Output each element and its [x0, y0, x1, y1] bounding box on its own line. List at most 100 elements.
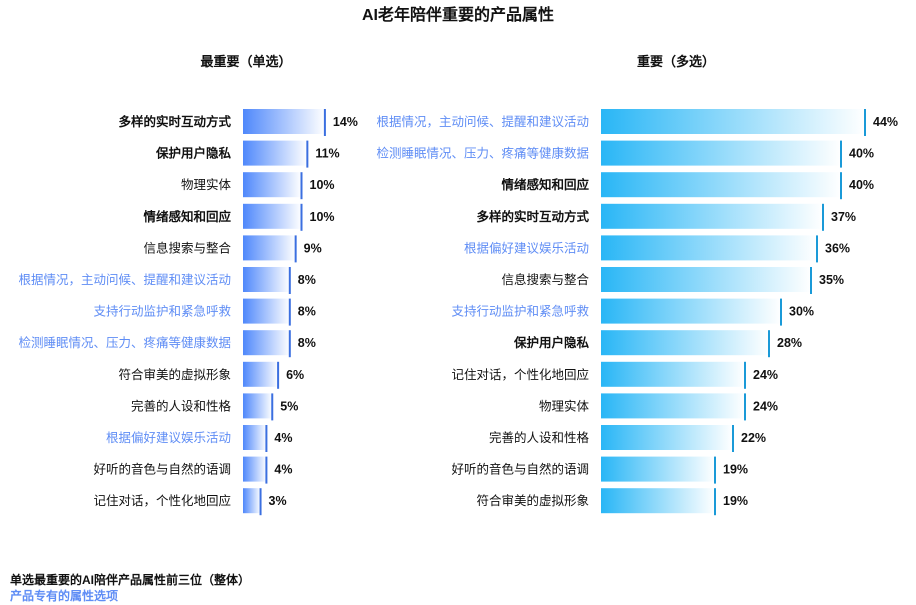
left-bar-end: [288, 298, 291, 326]
left-category-label: 多样的实时互动方式: [118, 114, 231, 129]
right-bar: [601, 425, 733, 450]
left-category-label: 完善的人设和性格: [131, 398, 232, 413]
left-bar: [243, 361, 279, 387]
left-value-label: 5%: [280, 399, 298, 413]
left-category-label: 符合审美的虚拟形象: [118, 367, 231, 382]
left-bar: [243, 393, 273, 419]
right-category-label: 好听的音色与自然的语调: [451, 462, 589, 477]
left-bar-end: [265, 425, 268, 452]
left-bar: [243, 298, 290, 324]
right-category-label: 多样的实时互动方式: [476, 209, 589, 224]
left-category-label: 根据偏好建议娱乐活动: [106, 430, 231, 445]
right-value-label: 44%: [873, 115, 898, 129]
right-value-label: 35%: [819, 273, 844, 287]
right-bar: [601, 109, 865, 134]
right-bar-end: [822, 203, 824, 231]
right-bar: [601, 456, 715, 482]
left-value-label: 8%: [298, 305, 316, 319]
left-value-label: 3%: [269, 494, 287, 508]
right-bar-end: [816, 235, 818, 263]
right-value-label: 22%: [741, 431, 766, 445]
right-bar: [601, 172, 841, 198]
left-value-label: 8%: [298, 336, 316, 350]
right-bar: [601, 267, 811, 292]
left-bar-end: [306, 140, 309, 168]
left-bar: [243, 172, 302, 198]
legend-line-2: 产品专有的属性选项: [10, 589, 119, 603]
left-chart-title: 最重要（单选）: [200, 54, 291, 69]
right-bar: [601, 361, 745, 387]
right-bar: [601, 140, 841, 166]
right-chart: 根据情况，主动问候、提醒和建议活动 44% 检测睡眠情况、压力、疼痛等健康数据 40%…: [376, 109, 898, 516]
left-bar: [243, 109, 325, 134]
right-bar: [601, 488, 715, 514]
right-category-label: 完善的人设和性格: [489, 430, 590, 445]
left-bar: [243, 425, 267, 450]
right-bar-end: [810, 267, 812, 294]
right-bar: [601, 330, 769, 356]
right-bar: [601, 235, 817, 261]
right-value-label: 24%: [753, 368, 778, 382]
right-category-label: 检测睡眠情况、压力、疼痛等健康数据: [376, 146, 589, 161]
right-value-label: 19%: [723, 463, 748, 477]
right-value-label: 37%: [831, 210, 856, 224]
left-bar: [243, 140, 308, 166]
left-category-label: 记住对话，个性化地回应: [93, 493, 231, 508]
left-value-label: 10%: [310, 210, 335, 224]
left-value-label: 11%: [315, 147, 339, 161]
right-category-label: 记住对话，个性化地回应: [451, 367, 589, 382]
left-bar-end: [300, 203, 303, 231]
left-bar-end: [288, 267, 291, 294]
left-value-label: 10%: [310, 178, 335, 192]
left-bar-end: [294, 235, 297, 263]
left-category-label: 根据情况，主动问候、提醒和建议活动: [18, 272, 231, 287]
right-value-label: 40%: [849, 147, 874, 161]
left-bar: [243, 488, 261, 514]
left-bar-end: [265, 456, 268, 484]
right-bar-end: [780, 298, 782, 326]
right-value-label: 19%: [723, 494, 748, 508]
left-bar-end: [259, 488, 262, 516]
right-category-label: 根据偏好建议娱乐活动: [464, 240, 589, 255]
legend-line-1: 单选最重要的AI陪伴产品属性前三位（整体）: [10, 573, 251, 587]
left-bar: [243, 235, 296, 261]
left-bar-end: [288, 330, 291, 358]
right-value-label: 30%: [789, 305, 814, 319]
right-bar-end: [864, 109, 866, 136]
left-category-label: 情绪感知和回应: [143, 209, 231, 224]
left-bar: [243, 330, 290, 356]
right-category-label: 保护用户隐私: [513, 335, 590, 350]
left-bar-end: [271, 393, 274, 421]
left-value-label: 8%: [298, 273, 316, 287]
left-value-label: 14%: [333, 115, 358, 129]
right-category-label: 符合审美的虚拟形象: [476, 493, 589, 508]
left-bar: [243, 267, 290, 292]
left-value-label: 9%: [304, 241, 322, 255]
right-bar-end: [714, 488, 716, 516]
right-bar-end: [768, 330, 770, 358]
left-bar: [243, 203, 302, 229]
right-category-label: 信息搜索与整合: [501, 272, 589, 287]
left-category-label: 支持行动监护和紧急呼救: [93, 304, 231, 319]
right-bar-end: [714, 456, 716, 484]
right-bar: [601, 298, 781, 324]
left-value-label: 4%: [274, 463, 292, 477]
right-category-label: 情绪感知和回应: [501, 177, 589, 192]
right-chart-title: 重要（多选）: [637, 54, 715, 69]
right-bar-end: [840, 172, 842, 200]
right-value-label: 28%: [777, 336, 802, 350]
right-value-label: 24%: [753, 399, 778, 413]
left-category-label: 检测睡眠情况、压力、疼痛等健康数据: [18, 335, 231, 350]
right-category-label: 物理实体: [539, 398, 590, 413]
left-category-label: 保护用户隐私: [155, 146, 232, 161]
chart-title: AI老年陪伴重要的产品属性: [362, 5, 554, 24]
left-bar-end: [277, 361, 280, 389]
left-category-label: 物理实体: [181, 177, 232, 192]
left-bar-end: [300, 172, 303, 200]
left-bar: [243, 456, 267, 482]
right-bar-end: [744, 393, 746, 421]
left-value-label: 4%: [274, 431, 292, 445]
left-value-label: 6%: [286, 368, 304, 382]
right-value-label: 36%: [825, 241, 850, 255]
